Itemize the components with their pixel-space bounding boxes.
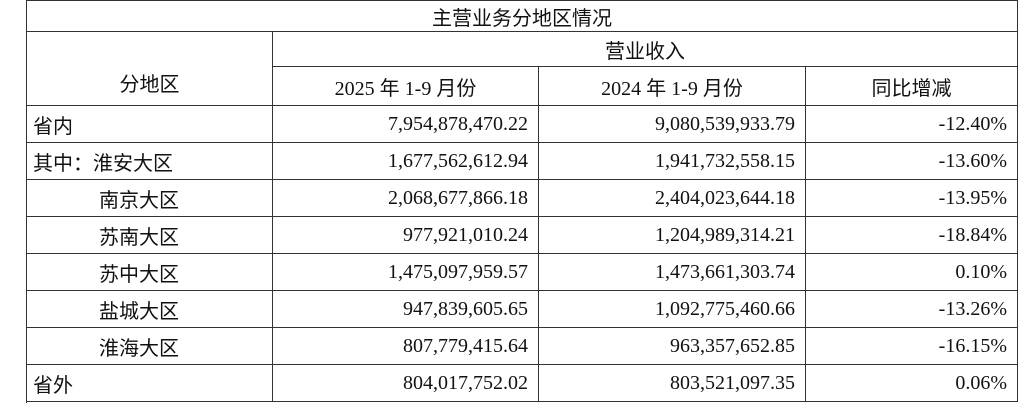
cell-text: 2025 年 1-9 月份: [334, 77, 477, 100]
cell-text: 0.06%: [955, 371, 1007, 394]
data-cell: -18.84%: [806, 217, 1018, 254]
data-cell: 1,092,775,460.66: [539, 291, 806, 328]
data-cell: 803,521,097.35: [539, 365, 806, 402]
cell-text: -13.95%: [938, 186, 1007, 209]
data-cell: -13.26%: [806, 291, 1018, 328]
row-label: 淮海大区: [27, 328, 273, 365]
cell-text: 2024 年 1-9 月份: [601, 77, 743, 100]
data-cell: 947,839,605.65: [273, 291, 539, 328]
cell-text: 1,941,732,558.15: [655, 149, 795, 172]
data-cell: 0.06%: [806, 365, 1018, 402]
data-cell: 9,080,539,933.79: [539, 106, 806, 143]
cell-text: 807,779,415.64: [403, 334, 528, 357]
group-header: 营业收入: [273, 32, 1018, 67]
data-cell: -16.15%: [806, 328, 1018, 365]
table-title: 主营业务分地区情况: [27, 1, 1018, 32]
row-label: 省外: [27, 365, 273, 402]
header-cell: 2025 年 1-9 月份: [273, 67, 539, 106]
data-cell: 804,017,752.02: [273, 365, 539, 402]
cell-text: 947,839,605.65: [403, 297, 528, 320]
data-cell: 1,475,097,959.57: [273, 254, 539, 291]
cell-text: 803,521,097.35: [670, 371, 795, 394]
data-cell: 807,779,415.64: [273, 328, 539, 365]
cell-text: 苏中大区: [99, 263, 179, 286]
cell-text: 1,475,097,959.57: [388, 260, 528, 283]
row-label: 其中：淮安大区: [27, 143, 273, 180]
row-label: 盐城大区: [27, 291, 273, 328]
data-cell: 1,677,562,612.94: [273, 143, 539, 180]
data-cell: 963,357,652.85: [539, 328, 806, 365]
row-label: 苏中大区: [27, 254, 273, 291]
cell-text: 南京大区: [99, 189, 179, 212]
data-cell: 977,921,010.24: [273, 217, 539, 254]
cell-text: 0.10%: [955, 260, 1007, 283]
row-label: 省内: [27, 106, 273, 143]
data-cell: 7,954,878,470.22: [273, 106, 539, 143]
header-cell: 同比增减: [806, 67, 1018, 106]
cell-text: 1,092,775,460.66: [655, 297, 795, 320]
cell-text: 963,357,652.85: [670, 334, 795, 357]
cell-text: 2,068,677,866.18: [388, 186, 528, 209]
cell-text: 1,677,562,612.94: [388, 149, 528, 172]
header-cell: 分地区: [27, 32, 273, 106]
cell-text: 804,017,752.02: [403, 371, 528, 394]
cell-text: -16.15%: [938, 334, 1007, 357]
data-cell: -13.60%: [806, 143, 1018, 180]
data-cell: 1,941,732,558.15: [539, 143, 806, 180]
row-label: 南京大区: [27, 180, 273, 217]
data-cell: 0.10%: [806, 254, 1018, 291]
data-cell: 1,204,989,314.21: [539, 217, 806, 254]
cell-text: 盐城大区: [99, 300, 179, 323]
data-cell: -12.40%: [806, 106, 1018, 143]
cell-text: -13.60%: [938, 149, 1007, 172]
cell-text: 1,204,989,314.21: [655, 223, 795, 246]
cell-text: 同比增减: [871, 77, 952, 100]
cell-text: 977,921,010.24: [403, 223, 528, 246]
cell-text: -18.84%: [938, 223, 1007, 246]
cell-text: 省外: [33, 374, 73, 397]
cell-text: 分地区: [119, 74, 180, 96]
table: 主营业务分地区情况分地区 营业收入 2025 年 1-9 月份 2024 年 1-9 …: [26, 0, 1018, 403]
data-cell: -13.95%: [806, 180, 1018, 217]
data-cell: 1,473,661,303.74: [539, 254, 806, 291]
cell-text: 7,954,878,470.22: [388, 112, 528, 135]
cell-text: 淮海大区: [99, 337, 179, 360]
row-label: 苏南大区: [27, 217, 273, 254]
cell-text: 营业收入: [605, 40, 685, 63]
cell-text: -13.26%: [938, 297, 1007, 320]
cell-text: 1,473,661,303.74: [655, 260, 795, 283]
data-cell: 2,068,677,866.18: [273, 180, 539, 217]
cell-text: 苏南大区: [99, 226, 179, 249]
header-cell: 2024 年 1-9 月份: [539, 67, 806, 106]
cell-text: 9,080,539,933.79: [655, 112, 795, 135]
cell-text: -12.40%: [938, 112, 1007, 135]
cell-text: 2,404,023,644.18: [655, 186, 795, 209]
cell-text: 其中：淮安大区: [33, 152, 173, 175]
cell-text: 省内: [33, 115, 73, 138]
data-cell: 2,404,023,644.18: [539, 180, 806, 217]
cell-text: 主营业务分地区情况: [432, 7, 612, 30]
